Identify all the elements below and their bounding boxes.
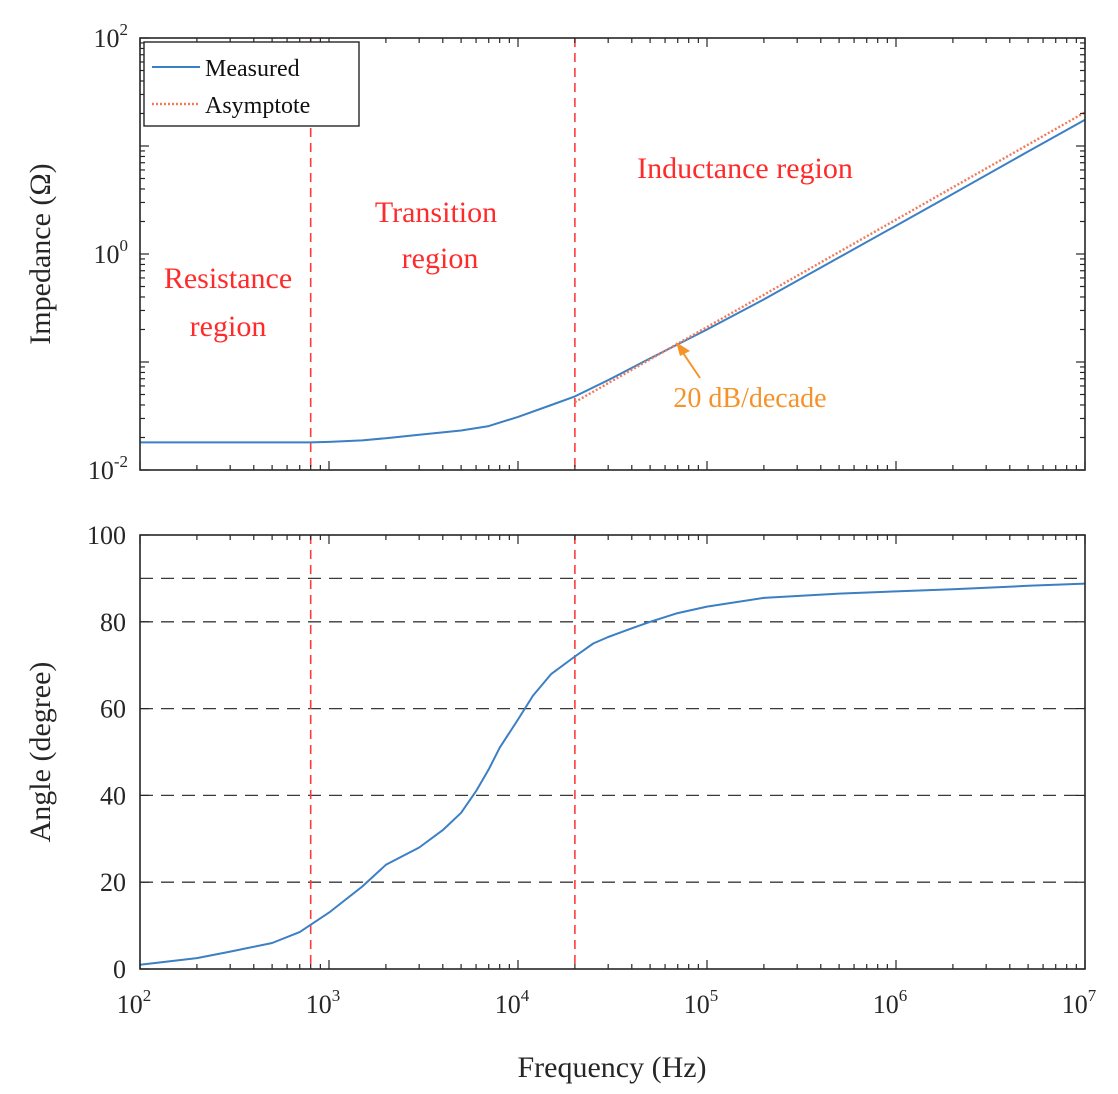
angle-gridlines <box>140 577 1085 883</box>
angle-measured-line <box>139 582 1086 966</box>
impedance-y-tick-label: 100 <box>94 236 129 269</box>
angle-x-tick-label: 106 <box>873 986 908 1019</box>
x-axis-title: Frequency (Hz) <box>517 1051 706 1084</box>
annotation-resistance: Resistance <box>164 262 292 295</box>
angle-y-axis-title: Angle (degree) <box>24 662 57 843</box>
impedance-panel: 10-2 100 102 Impedance (Ω) Resistance regi… <box>24 20 1086 485</box>
annotation-transition-region: region <box>402 242 479 275</box>
angle-axes-frame <box>139 534 1086 970</box>
angle-y-tick-label: 0 <box>113 955 126 984</box>
legend: Measured Asymptote <box>143 41 360 127</box>
impedance-region-boundaries <box>309 38 576 470</box>
angle-x-tick-label: 102 <box>117 986 152 1019</box>
annotation-inductance-region: Inductance region <box>637 152 853 185</box>
legend-asymptote-label: Asymptote <box>205 93 310 119</box>
impedance-asymptote-line <box>574 111 1086 404</box>
angle-series <box>139 582 1086 966</box>
impedance-measured-line <box>140 118 1086 444</box>
angle-y-tick-label: 60 <box>100 695 126 724</box>
legend-measured-label: Measured <box>205 56 300 82</box>
annotation-resistance-region: region <box>190 310 267 343</box>
angle-y-tick-label: 80 <box>100 608 126 637</box>
angle-x-tick-labels: 102 103 104 105 106 107 <box>117 986 1097 1019</box>
angle-ticks <box>139 534 1086 970</box>
angle-region-boundaries <box>309 535 576 969</box>
annotation-transition: Transition <box>375 196 497 229</box>
legend-box <box>143 41 360 127</box>
angle-y-tick-label: 20 <box>100 868 126 897</box>
impedance-y-axis-title: Impedance (Ω) <box>24 163 57 344</box>
angle-y-tick-labels: 0 20 40 60 80 100 <box>87 521 126 984</box>
impedance-y-tick-label: 10-2 <box>88 452 128 485</box>
impedance-y-tick-label: 102 <box>94 20 129 53</box>
angle-x-tick-label: 107 <box>1062 986 1097 1019</box>
slope-arrow <box>676 342 701 379</box>
angle-x-tick-label: 105 <box>684 986 719 1019</box>
angle-x-tick-label: 104 <box>495 986 530 1019</box>
angle-x-tick-label: 103 <box>306 986 341 1019</box>
angle-y-tick-label: 40 <box>100 781 126 810</box>
impedance-y-tick-labels: 10-2 100 102 <box>88 20 128 485</box>
annotation-slope: 20 dB/decade <box>673 383 826 414</box>
impedance-series <box>140 111 1086 444</box>
angle-y-tick-label: 100 <box>87 521 126 550</box>
angle-panel: 0 20 40 60 80 100 102 103 104 105 106 107 Angle (d… <box>24 521 1097 1084</box>
